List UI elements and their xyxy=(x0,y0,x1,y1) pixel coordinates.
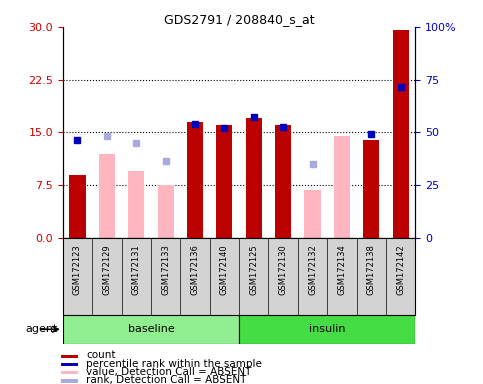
Bar xyxy=(216,126,232,238)
Text: GSM172125: GSM172125 xyxy=(249,244,258,295)
Bar xyxy=(187,122,203,238)
Bar xyxy=(239,315,415,344)
Bar xyxy=(63,315,239,344)
Text: GSM172129: GSM172129 xyxy=(102,244,112,295)
Text: count: count xyxy=(86,351,115,361)
Title: GDS2791 / 208840_s_at: GDS2791 / 208840_s_at xyxy=(164,13,314,26)
Text: GSM172131: GSM172131 xyxy=(132,244,141,295)
Bar xyxy=(246,118,262,238)
Bar xyxy=(304,190,321,238)
Text: rank, Detection Call = ABSENT: rank, Detection Call = ABSENT xyxy=(86,375,246,384)
Text: GSM172138: GSM172138 xyxy=(367,244,376,295)
Text: GSM172123: GSM172123 xyxy=(73,244,82,295)
Bar xyxy=(61,363,78,366)
Text: GSM172132: GSM172132 xyxy=(308,244,317,295)
Bar xyxy=(70,175,85,238)
Bar xyxy=(393,30,409,238)
Text: agent: agent xyxy=(26,324,58,334)
Text: baseline: baseline xyxy=(128,324,174,334)
Bar xyxy=(61,355,78,358)
Bar xyxy=(363,139,379,238)
Bar xyxy=(157,185,174,238)
Text: value, Detection Call = ABSENT: value, Detection Call = ABSENT xyxy=(86,367,251,377)
Bar xyxy=(275,126,291,238)
Text: GSM172142: GSM172142 xyxy=(396,244,405,295)
Text: GSM172130: GSM172130 xyxy=(279,244,288,295)
Text: GSM172134: GSM172134 xyxy=(338,244,346,295)
Text: GSM172133: GSM172133 xyxy=(161,244,170,295)
Text: insulin: insulin xyxy=(309,324,345,334)
Bar xyxy=(334,136,350,238)
Text: GSM172140: GSM172140 xyxy=(220,244,229,295)
Text: GSM172136: GSM172136 xyxy=(190,244,199,295)
Bar xyxy=(61,379,78,382)
Text: percentile rank within the sample: percentile rank within the sample xyxy=(86,359,262,369)
Bar xyxy=(99,154,115,238)
Bar xyxy=(128,171,144,238)
Bar xyxy=(61,371,78,374)
